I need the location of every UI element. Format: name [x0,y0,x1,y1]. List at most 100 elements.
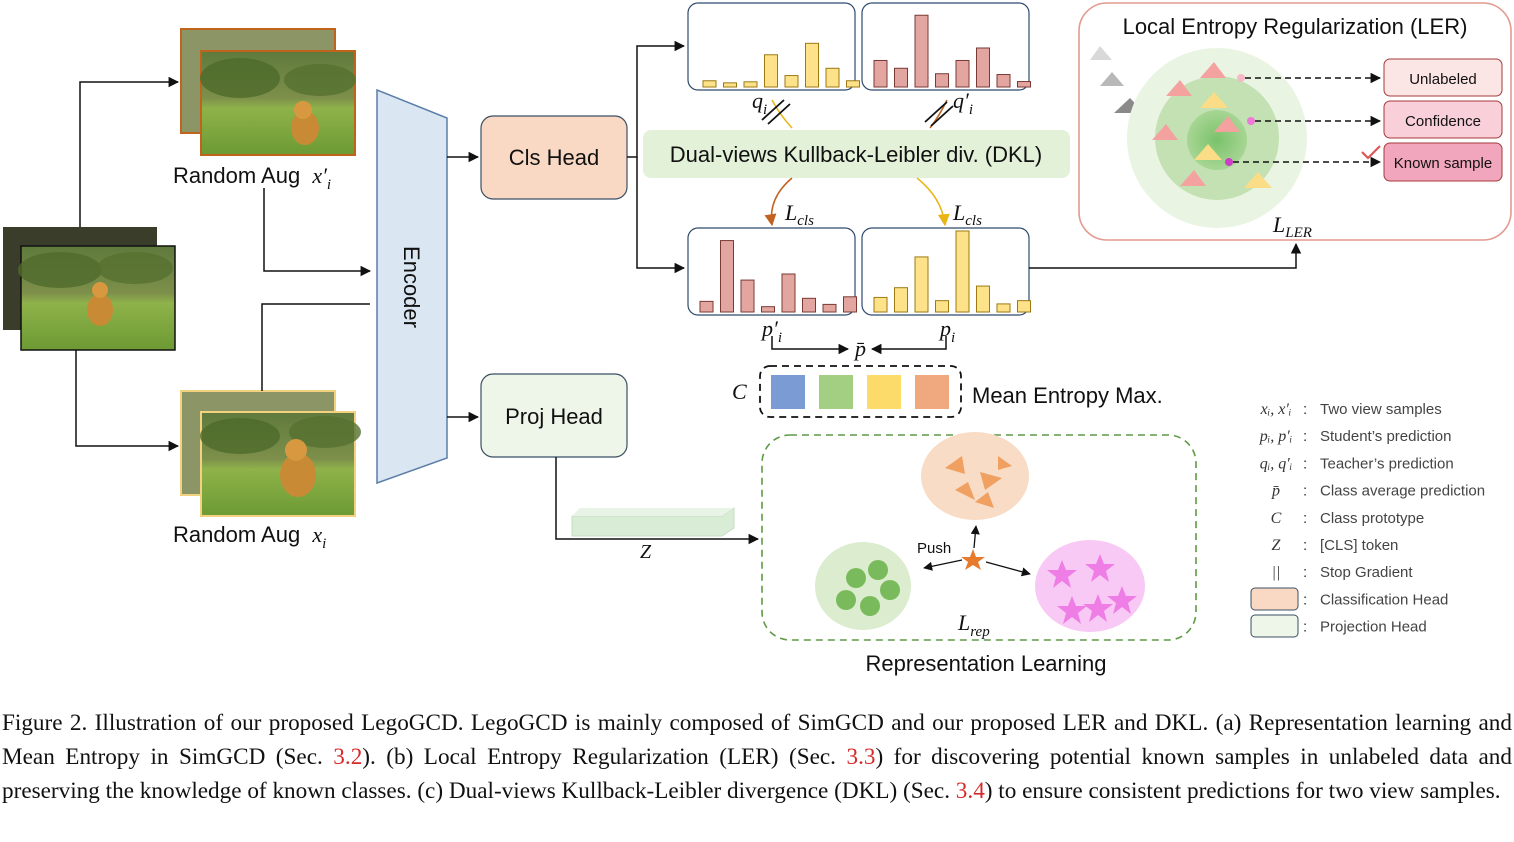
legend-colon-6: : [1303,537,1307,554]
z-label: Z [640,541,652,563]
encoder-label: Encoder [399,246,424,328]
p-i-prime-bar-4 [761,306,775,313]
push-label: Push [917,540,951,557]
p-i-prime-bar-2 [720,240,734,313]
hist-q-i-prime [861,2,1031,91]
legend-desc-4: Class average prediction [1320,483,1485,500]
p-i-bar-2 [894,287,908,313]
aug-image-top [180,28,356,156]
dkl-banner: Dual-views Kullback-Leibler div. (DKL) [643,130,1070,178]
hist-p-i [861,227,1031,316]
aug-bottom-label: Random Aug xi [173,522,326,552]
q-i-bar-5 [784,75,799,88]
ref-3-2[interactable]: 3.2 [333,744,363,770]
legend-symbol-4: p̄ [1271,483,1280,500]
l-rep-label: Lrep [957,610,990,640]
q-i-prime-bar-1 [873,59,888,88]
q-i-bar-6 [805,42,819,88]
ler-connector [1029,242,1302,269]
encoder-block: Encoder [376,88,448,485]
hist-p-i-prime [687,227,857,316]
q-i-bar-1 [702,80,717,88]
input-connectors [75,76,372,452]
p-i-label: pi [938,316,955,346]
proj-head: Proj Head [480,373,628,458]
dkl-label: Dual-views Kullback-Leibler div. (DKL) [670,142,1043,167]
q-i-prime-bar-8 [1017,81,1031,88]
p-i-bar-6 [976,285,990,313]
q-i-prime-bar-5 [955,59,970,88]
legend-colon-2: : [1303,428,1307,445]
legend-symbol-7: || [1272,564,1281,581]
ref-3-3[interactable]: 3.3 [846,744,876,770]
prototype-square-3 [867,375,901,409]
lcls-arrows [764,177,950,227]
p-i-prime-bar-7 [822,303,837,313]
legend-colon-9: : [1303,619,1307,636]
legend-colon-7: : [1303,564,1307,581]
input-image-stack [3,227,176,351]
p-i-prime-bar-6 [802,297,816,313]
q-i-prime-bar-4 [935,73,949,88]
l-cls-left-label: Lcls [784,200,814,229]
legend-desc-8: Classification Head [1320,591,1448,608]
prototype-square-2 [819,375,853,409]
encoder-to-heads [447,151,480,423]
p-i-prime-bar-1 [699,300,714,313]
p-i-prime-bar-3 [740,279,755,313]
hist-q-i [687,2,860,91]
cls-token-bar [571,507,735,537]
p-i-prime-label: p′i [760,316,782,346]
p-i-bar-7 [996,303,1011,313]
legend-symbol-2: pᵢ, p′ᵢ [1259,428,1293,445]
l-cls-right-label: Lcls [952,200,982,229]
legend-colon-1: : [1303,401,1307,418]
p-i-bar-1 [873,296,888,313]
cls-head-label: Cls Head [509,145,599,170]
aug-top-label: Random Aug x′i [173,163,331,193]
q-i-bar-3 [743,81,758,88]
prototype-box [759,365,962,418]
prototype-square-1 [771,375,805,409]
legend: xᵢ, x′ᵢ: Two view samples pᵢ, p′ᵢ: Student’… [1250,401,1485,638]
p-i-bar-3 [914,256,929,313]
cls-head: Cls Head [480,115,628,200]
legend-colon-4: : [1303,483,1307,500]
stop-gradient-marks [761,99,954,129]
p-i-bar-5 [955,230,970,313]
legend-symbol-5: C [1271,510,1282,527]
l-ler-label: LLER [1272,212,1312,241]
ler-title: Local Entropy Regularization (LER) [1123,14,1468,39]
proj-connector [555,457,760,545]
legend-desc-9: Projection Head [1320,619,1427,636]
prototype-square-4 [915,375,949,409]
q-i-bar-8 [846,80,860,88]
legend-colon-3: : [1303,455,1307,472]
representation-box [761,432,1197,641]
ler-known: Known sample [1394,155,1492,172]
p-i-bar-4 [935,300,949,313]
q-i-prime-bar-3 [914,14,929,88]
p-bar-label: p̄ [853,336,866,361]
q-i-bar-4 [764,54,778,88]
legend-colon-8: : [1303,591,1307,608]
legend-desc-2: Student’s prediction [1320,428,1451,445]
legend-colon-5: : [1303,510,1307,527]
ler-confidence: Confidence [1405,113,1481,130]
figure-caption: Figure 2. Illustration of our proposed L… [2,710,1512,804]
legend-symbol-3: qᵢ, q′ᵢ [1260,455,1293,472]
mean-entropy-label: Mean Entropy Max. [972,383,1163,408]
q-i-bar-2 [723,82,737,88]
legend-desc-1: Two view samples [1320,401,1442,418]
p-i-prime-bar-8 [843,296,857,313]
q-i-bar-7 [825,67,840,88]
check-icon [1361,145,1381,160]
ler-panel: Local Entropy Regularization (LER) [1078,2,1512,241]
pbar-connectors [771,336,947,355]
p-i-prime-bar-5 [781,273,796,313]
ler-unlabeled: Unlabeled [1409,71,1477,88]
q-i-prime-bar-7 [996,74,1011,88]
ref-3-4[interactable]: 3.4 [955,778,985,804]
legogcd-diagram: Random Aug x′i Random Aug xi Encoder Cls… [3,2,1512,676]
proj-head-label: Proj Head [505,404,603,429]
